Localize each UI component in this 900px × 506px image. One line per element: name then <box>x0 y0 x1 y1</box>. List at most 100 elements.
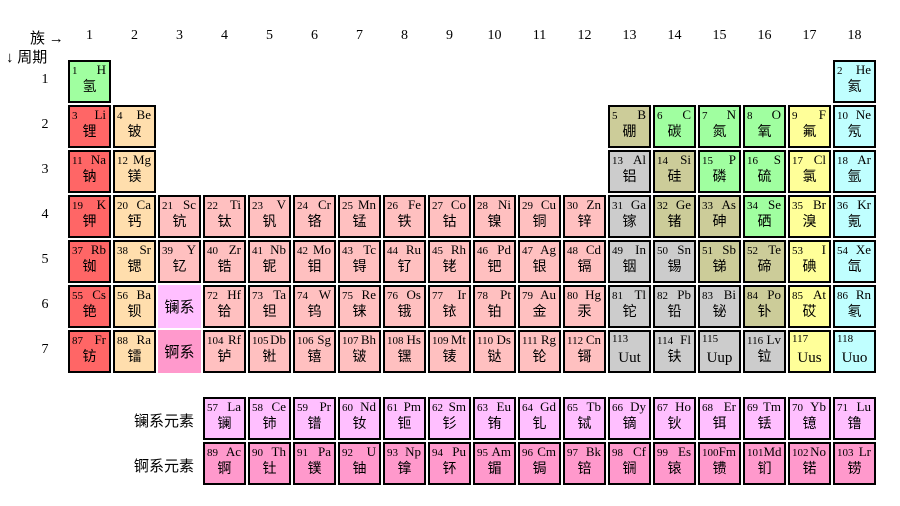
element-cell[interactable]: 115 Uup <box>698 330 741 373</box>
element-cell[interactable]: 14 Si 硅 <box>653 150 696 193</box>
element-cell[interactable]: 42 Mo 钼 <box>293 240 336 283</box>
element-cell[interactable]: 82 Pb 铅 <box>653 285 696 328</box>
element-cell[interactable]: 86 Rn 氡 <box>833 285 876 328</box>
element-cell[interactable]: 10 Ne 氖 <box>833 105 876 148</box>
element-cell[interactable]: 108 Hs 𬭶 <box>383 330 426 373</box>
element-cell[interactable]: 19 K 钾 <box>68 195 111 238</box>
element-cell[interactable]: 38 Sr 锶 <box>113 240 156 283</box>
element-cell[interactable]: 21 Sc 钪 <box>158 195 201 238</box>
element-cell[interactable]: 52 Te 碲 <box>743 240 786 283</box>
element-cell[interactable]: 100 Fm 镄 <box>698 442 741 485</box>
element-cell[interactable]: 90 Th 钍 <box>248 442 291 485</box>
element-cell[interactable]: 55 Cs 铯 <box>68 285 111 328</box>
element-cell[interactable]: 41 Nb 铌 <box>248 240 291 283</box>
element-cell[interactable]: 102 No 锘 <box>788 442 831 485</box>
element-cell[interactable]: 118 Uuo <box>833 330 876 373</box>
element-cell[interactable]: 107 Bh 𬭛 <box>338 330 381 373</box>
element-cell[interactable]: 62 Sm 钐 <box>428 397 471 440</box>
element-cell[interactable]: 4 Be 铍 <box>113 105 156 148</box>
element-cell[interactable]: 40 Zr 锆 <box>203 240 246 283</box>
element-cell[interactable]: 17 Cl 氯 <box>788 150 831 193</box>
element-cell[interactable]: 24 Cr 铬 <box>293 195 336 238</box>
element-cell[interactable]: 23 V 钒 <box>248 195 291 238</box>
element-cell[interactable]: 96 Cm 锔 <box>518 442 561 485</box>
element-cell[interactable]: 106 Sg 𬭳 <box>293 330 336 373</box>
element-cell[interactable]: 116 Lv 𫟷 <box>743 330 786 373</box>
element-cell[interactable]: 75 Re 铼 <box>338 285 381 328</box>
element-cell[interactable]: 88 Ra 镭 <box>113 330 156 373</box>
element-cell[interactable]: 72 Hf 铪 <box>203 285 246 328</box>
element-cell[interactable]: 56 Ba 钡 <box>113 285 156 328</box>
element-cell[interactable]: 20 Ca 钙 <box>113 195 156 238</box>
element-cell[interactable]: 93 Np 镎 <box>383 442 426 485</box>
element-cell[interactable]: 37 Rb 铷 <box>68 240 111 283</box>
element-cell[interactable]: 71 Lu 镥 <box>833 397 876 440</box>
element-cell[interactable]: 44 Ru 钌 <box>383 240 426 283</box>
element-cell[interactable]: 36 Kr 氪 <box>833 195 876 238</box>
actinide-series-placeholder[interactable]: 锕系 <box>158 330 201 373</box>
element-cell[interactable]: 11 Na 钠 <box>68 150 111 193</box>
element-cell[interactable]: 80 Hg 汞 <box>563 285 606 328</box>
element-cell[interactable]: 59 Pr 镨 <box>293 397 336 440</box>
element-cell[interactable]: 29 Cu 铜 <box>518 195 561 238</box>
element-cell[interactable]: 110 Ds 𫟼 <box>473 330 516 373</box>
element-cell[interactable]: 25 Mn 锰 <box>338 195 381 238</box>
element-cell[interactable]: 35 Br 溴 <box>788 195 831 238</box>
element-cell[interactable]: 87 Fr 钫 <box>68 330 111 373</box>
element-cell[interactable]: 45 Rh 铑 <box>428 240 471 283</box>
element-cell[interactable]: 66 Dy 镝 <box>608 397 651 440</box>
element-cell[interactable]: 65 Tb 铽 <box>563 397 606 440</box>
element-cell[interactable]: 13 Al 铝 <box>608 150 651 193</box>
element-cell[interactable]: 73 Ta 钽 <box>248 285 291 328</box>
element-cell[interactable]: 30 Zn 锌 <box>563 195 606 238</box>
element-cell[interactable]: 114 Fl 𫓧 <box>653 330 696 373</box>
element-cell[interactable]: 77 Ir 铱 <box>428 285 471 328</box>
element-cell[interactable]: 105 Db 𬭊 <box>248 330 291 373</box>
element-cell[interactable]: 85 At 砹 <box>788 285 831 328</box>
element-cell[interactable]: 78 Pt 铂 <box>473 285 516 328</box>
element-cell[interactable]: 18 Ar 氩 <box>833 150 876 193</box>
element-cell[interactable]: 112 Cn 鿔 <box>563 330 606 373</box>
element-cell[interactable]: 91 Pa 镤 <box>293 442 336 485</box>
element-cell[interactable]: 117 Uus <box>788 330 831 373</box>
element-cell[interactable]: 39 Y 钇 <box>158 240 201 283</box>
element-cell[interactable]: 95 Am 镅 <box>473 442 516 485</box>
element-cell[interactable]: 51 Sb 锑 <box>698 240 741 283</box>
element-cell[interactable]: 103 Lr 铹 <box>833 442 876 485</box>
element-cell[interactable]: 48 Cd 镉 <box>563 240 606 283</box>
element-cell[interactable]: 63 Eu 铕 <box>473 397 516 440</box>
element-cell[interactable]: 58 Ce 铈 <box>248 397 291 440</box>
element-cell[interactable]: 47 Ag 银 <box>518 240 561 283</box>
element-cell[interactable]: 60 Nd 钕 <box>338 397 381 440</box>
element-cell[interactable]: 16 S 硫 <box>743 150 786 193</box>
element-cell[interactable]: 28 Ni 镍 <box>473 195 516 238</box>
element-cell[interactable]: 69 Tm 铥 <box>743 397 786 440</box>
element-cell[interactable]: 34 Se 硒 <box>743 195 786 238</box>
element-cell[interactable]: 15 P 磷 <box>698 150 741 193</box>
element-cell[interactable]: 53 I 碘 <box>788 240 831 283</box>
element-cell[interactable]: 109 Mt 鿏 <box>428 330 471 373</box>
element-cell[interactable]: 27 Co 钴 <box>428 195 471 238</box>
element-cell[interactable]: 50 Sn 锡 <box>653 240 696 283</box>
element-cell[interactable]: 31 Ga 镓 <box>608 195 651 238</box>
element-cell[interactable]: 81 Tl 铊 <box>608 285 651 328</box>
element-cell[interactable]: 49 In 铟 <box>608 240 651 283</box>
element-cell[interactable]: 97 Bk 锫 <box>563 442 606 485</box>
element-cell[interactable]: 12 Mg 镁 <box>113 150 156 193</box>
element-cell[interactable]: 70 Yb 镱 <box>788 397 831 440</box>
element-cell[interactable]: 111 Rg 𬬭 <box>518 330 561 373</box>
element-cell[interactable]: 89 Ac 锕 <box>203 442 246 485</box>
element-cell[interactable]: 61 Pm 钷 <box>383 397 426 440</box>
element-cell[interactable]: 3 Li 锂 <box>68 105 111 148</box>
element-cell[interactable]: 64 Gd 钆 <box>518 397 561 440</box>
element-cell[interactable]: 84 Po 钋 <box>743 285 786 328</box>
element-cell[interactable]: 54 Xe 氙 <box>833 240 876 283</box>
element-cell[interactable]: 32 Ge 锗 <box>653 195 696 238</box>
element-cell[interactable]: 67 Ho 钬 <box>653 397 696 440</box>
element-cell[interactable]: 74 W 钨 <box>293 285 336 328</box>
